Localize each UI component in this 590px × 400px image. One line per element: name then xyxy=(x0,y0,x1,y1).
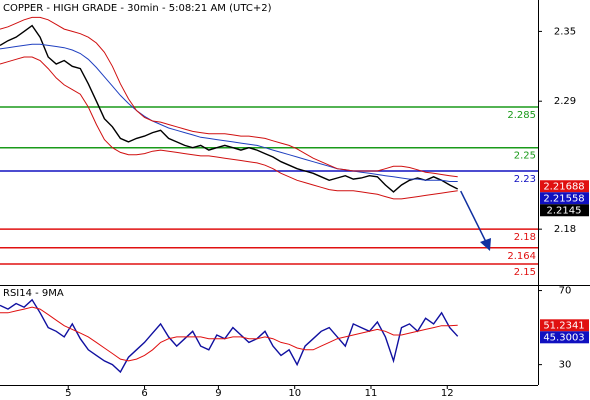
level-label: 2.23 xyxy=(514,174,536,185)
price-tag xyxy=(540,319,589,332)
level-label: 2.25 xyxy=(514,151,536,162)
y-tick-label: 70 xyxy=(559,286,572,297)
chart-title: COPPER - HIGH GRADE - 30min - 5:08:21 AM… xyxy=(3,3,272,14)
price-tag xyxy=(540,331,589,344)
price-tag-label: 2.2145 xyxy=(547,205,582,216)
y-tick-label: 2.18 xyxy=(554,224,576,235)
series-line xyxy=(0,43,458,182)
level-label: 2.285 xyxy=(507,110,536,121)
x-tick-label: 5 xyxy=(65,388,71,399)
price-tag xyxy=(540,204,589,217)
y-tick-label: 2.35 xyxy=(554,26,576,37)
x-tick-label: 12 xyxy=(441,388,454,399)
price-tag-label: 51.2341 xyxy=(543,320,584,331)
y-tick-label: 2.29 xyxy=(554,96,576,107)
price-tag-label: 2.21688 xyxy=(543,181,584,192)
series-line xyxy=(0,56,458,200)
price-tag-label: 2.21558 xyxy=(543,193,584,204)
x-tick-label: 6 xyxy=(141,388,147,399)
level-label: 2.164 xyxy=(507,251,536,262)
series-line xyxy=(0,24,459,193)
forecast-arrow xyxy=(460,190,488,245)
forecast-arrowhead xyxy=(480,238,491,251)
series-line xyxy=(0,306,458,362)
price-tag-label: 45.3003 xyxy=(543,332,584,343)
y-tick-label: 30 xyxy=(559,360,572,371)
panel-title: RSI14 - 9MA xyxy=(3,288,64,299)
series-line xyxy=(0,16,458,178)
x-tick-label: 11 xyxy=(365,388,378,399)
level-label: 2.18 xyxy=(514,232,536,243)
x-tick-label: 9 xyxy=(215,388,221,399)
level-label: 2.15 xyxy=(514,267,536,278)
price-tag xyxy=(540,180,589,193)
price-tag xyxy=(540,192,589,205)
x-tick-label: 10 xyxy=(288,388,301,399)
